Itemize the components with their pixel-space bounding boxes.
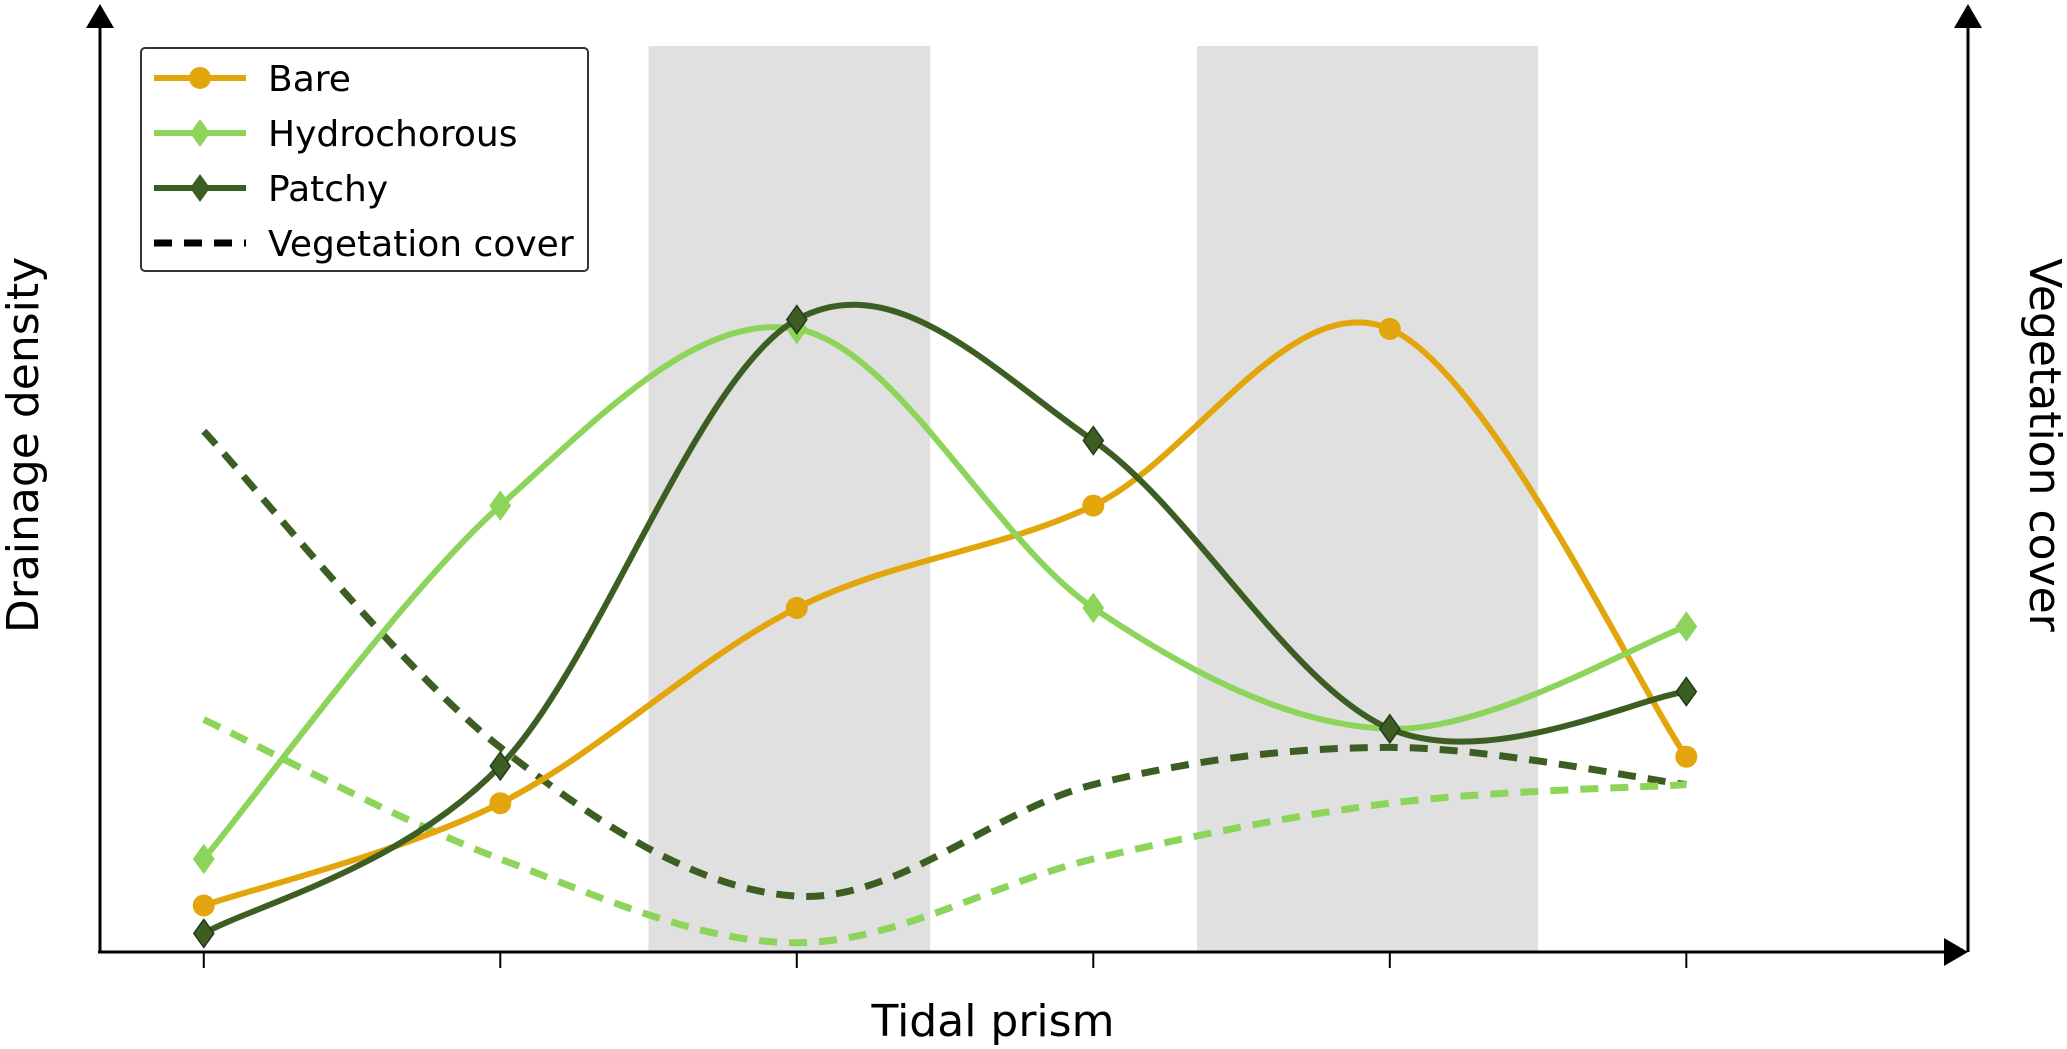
x-axis-title: Tidal prism bbox=[871, 996, 1115, 1047]
legend-label-2: Hydrochorous bbox=[268, 114, 518, 155]
point-bare-3 bbox=[786, 597, 808, 619]
point-bare-6 bbox=[1675, 746, 1697, 768]
point-patchy-6 bbox=[1676, 678, 1696, 706]
point-bare-4 bbox=[1082, 495, 1104, 517]
x-axis-arrow bbox=[1944, 938, 1968, 966]
point-bare-2 bbox=[489, 792, 511, 814]
x-ticks bbox=[204, 952, 1687, 968]
y-axis-title: Drainage density bbox=[0, 257, 49, 633]
legend-marker-1 bbox=[189, 67, 211, 89]
point-bare-5 bbox=[1379, 318, 1401, 340]
legend-label-1: Bare bbox=[268, 59, 351, 100]
point-bare-1 bbox=[193, 895, 215, 917]
legend-label-3: Patchy bbox=[268, 169, 388, 210]
y2-axis-title: Vegetation cover bbox=[2019, 258, 2067, 632]
point-hydrochorous-4 bbox=[1083, 594, 1103, 622]
point-patchy-1 bbox=[194, 919, 214, 947]
point-hydrochorous-6 bbox=[1676, 613, 1696, 641]
shaded-band-2 bbox=[1197, 46, 1538, 952]
y-axis-arrow bbox=[86, 4, 114, 28]
legend: Bare Hydrochorous Patchy Vegetation cover bbox=[141, 48, 588, 271]
legend-label-4: Vegetation cover bbox=[268, 224, 574, 265]
point-patchy-4 bbox=[1083, 427, 1103, 455]
y2-axis-arrow bbox=[1954, 4, 1982, 28]
shaded-band-1 bbox=[649, 46, 931, 952]
